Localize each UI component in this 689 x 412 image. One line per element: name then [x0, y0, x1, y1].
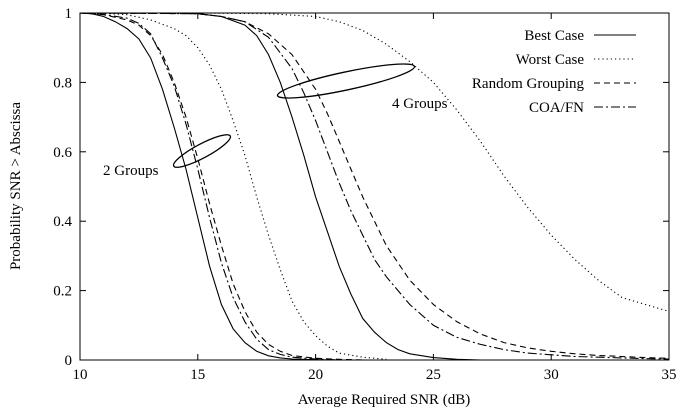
legend-label: Best Case [524, 28, 584, 44]
four-groups-label: 4 Groups [392, 96, 448, 112]
x-tick-label: 20 [308, 367, 323, 383]
legend-label: COA/FN [529, 100, 584, 116]
two-groups-ellipse [172, 134, 232, 168]
annotations: 2 Groups 4 Groups [103, 63, 448, 179]
y-tick-label: 0.8 [53, 75, 72, 91]
axes: 10 15 20 25 30 35 0 0.2 0.4 0.6 0.8 1 [53, 6, 676, 383]
y-tick-label: 0.2 [53, 284, 72, 300]
legend-label: Random Grouping [472, 76, 585, 92]
y-tick-label: 0.6 [53, 145, 72, 161]
x-tick-label: 30 [544, 367, 559, 383]
series-line-4-groups-coa-fn [79, 12, 670, 360]
x-tick-label: 35 [662, 367, 677, 383]
y-tick-label: 0 [65, 353, 73, 369]
legend-label: Worst Case [516, 52, 585, 68]
legend: Best Case Worst Case Random Grouping COA/FN [472, 28, 636, 116]
series-line-4-groups-random-grouping [79, 12, 670, 359]
y-tick-label: 1 [65, 6, 73, 22]
plot-frame [79, 12, 670, 361]
x-tick-label: 15 [190, 367, 205, 383]
x-tick-label: 25 [426, 367, 441, 383]
series-line-2-groups-best-case [79, 12, 340, 361]
x-tick-label: 10 [73, 367, 88, 383]
x-axis-label: Average Required SNR (dB) [298, 392, 471, 408]
series-line-4-groups-best-case [80, 12, 481, 361]
series-line-2-groups-random-grouping [79, 12, 363, 361]
two-groups-label: 2 Groups [103, 163, 159, 179]
four-groups-ellipse [276, 63, 416, 99]
y-axis-label: Probability SNR > Abscissa [8, 102, 24, 270]
y-tick-label: 0.4 [53, 214, 72, 230]
series-line-2-groups-coa-fn [79, 12, 340, 361]
